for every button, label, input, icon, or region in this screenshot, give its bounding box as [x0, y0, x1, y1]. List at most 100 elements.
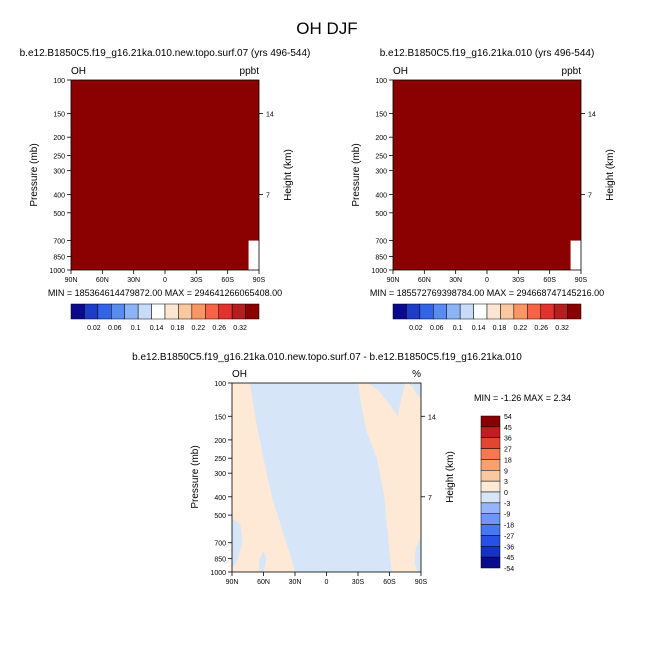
panel-control-no-data — [578, 267, 581, 270]
panel-difference-colorbar-box — [480, 480, 501, 493]
panel-difference-colorbar-box — [480, 437, 501, 449]
panel-control-colorbar-box — [446, 303, 461, 320]
panel-control-colorbar-box — [553, 303, 568, 320]
panel-test-colorbar-box — [205, 303, 219, 320]
panel-test-ytick-label: 850 — [53, 255, 65, 262]
panel-test-ytick-label: 700 — [53, 239, 65, 246]
panel-difference-colorbar-label: 45 — [504, 425, 512, 432]
panel-test-colorbar-label: 0.14 — [150, 325, 164, 332]
panel-test-no-data — [251, 251, 259, 270]
panel-difference-field-positive-nh — [232, 383, 295, 572]
panel-test-height-tick-label: 14 — [266, 111, 274, 118]
panel-difference-minmax: MIN = -1.26 MAX = 2.34 — [474, 393, 571, 403]
panel-control-subtitle: b.e12.B1850C5.f19_g16.21ka.010 (yrs 496-… — [380, 48, 595, 59]
panel-difference: b.e12.B1850C5.f19_g16.21ka.010.new.topo.… — [132, 352, 571, 586]
panel-control-xtick-label: 30N — [449, 277, 462, 284]
panel-control-ytick-label: 500 — [375, 211, 387, 218]
panel-test-ytick-label: 150 — [53, 111, 65, 118]
panel-control-left-label: OH — [393, 66, 408, 77]
panel-control-colorbar-label: 0.1 — [453, 325, 463, 332]
panel-control-ylabel-right: Height (km) — [605, 149, 616, 201]
panel-test-xtick-label: 30S — [190, 277, 203, 284]
panel-test-xtick-label: 60S — [221, 277, 234, 284]
panel-test-xtick-label: 90S — [253, 277, 266, 284]
panel-control-xtick-label: 60N — [418, 277, 431, 284]
panel-test-colorbar-box — [70, 303, 85, 320]
panel-test-ytick-label: 500 — [53, 211, 65, 218]
panel-difference-colorbar-label: -54 — [504, 566, 514, 573]
panel-difference-ytick-label: 150 — [214, 414, 226, 421]
panel-difference-ylabel-right: Height (km) — [445, 451, 456, 503]
panel-test-colorbar-box — [164, 303, 179, 320]
panel-difference-colorbar-label: -3 — [504, 501, 510, 508]
panel-difference-colorbar-label: -9 — [504, 512, 510, 519]
panel-difference-colorbar-label: 54 — [504, 414, 512, 421]
panel-difference-xtick-label: 60N — [257, 579, 270, 586]
panel-test-colorbar-label: 0.32 — [233, 325, 247, 332]
panel-control-ytick-label: 300 — [375, 169, 387, 176]
panel-difference-ytick-label: 1000 — [210, 570, 226, 577]
panel-control-ytick-label: 700 — [375, 239, 387, 246]
panel-test-colorbar-box — [137, 303, 152, 320]
panel-test-ylabel-right: Height (km) — [283, 149, 294, 201]
panel-control-colorbar-label: 0.26 — [534, 325, 548, 332]
panel-control-ytick-label: 200 — [375, 135, 387, 142]
panel-control-colorbar-box — [392, 303, 407, 320]
panel-difference-colorbar-label: 27 — [504, 447, 512, 454]
panel-difference-xtick-label: 30N — [289, 579, 302, 586]
panel-control-colorbar-box — [486, 303, 501, 320]
panel-difference-colorbar-label: -27 — [504, 533, 514, 540]
panel-difference-colorbar-box — [480, 426, 501, 438]
panel-control-colorbar-box — [473, 303, 488, 320]
panel-difference-colorbar-box — [480, 448, 501, 460]
panel-difference-ytick-label: 850 — [214, 557, 226, 564]
panel-test-ytick-label: 1000 — [49, 268, 65, 275]
panel-control-colorbar-box — [527, 303, 541, 320]
panel-control-colorbar-box — [500, 303, 515, 320]
panel-test-ytick-label: 200 — [53, 135, 65, 142]
panel-test-colorbar-box — [124, 303, 139, 320]
panel-difference-colorbar-box — [480, 491, 501, 504]
panel-control-colorbar-box — [433, 303, 447, 320]
panel-difference-field-negative-sh-pocket — [414, 536, 421, 572]
panel-difference-colorbar-box — [480, 535, 501, 547]
panel-difference-ytick-label: 250 — [214, 456, 226, 463]
panel-difference-colorbar-box — [480, 470, 501, 482]
panel-control-xtick-label: 60S — [543, 277, 556, 284]
panel-test-xtick-label: 60N — [96, 277, 109, 284]
panel-control-no-data — [573, 251, 581, 270]
panel-control-colorbar-label: 0.02 — [409, 325, 423, 332]
panel-control-no-data — [575, 261, 581, 270]
panel-difference-height-tick-label: 14 — [428, 414, 436, 421]
panel-control-ytick-label: 850 — [375, 255, 387, 262]
panel-difference-ylabel: Pressure (mb) — [190, 445, 201, 508]
panel-difference-ytick-label: 300 — [214, 471, 226, 478]
panel-difference-colorbar-label: 36 — [504, 436, 512, 443]
panel-difference-height-tick-label: 7 — [428, 495, 432, 502]
panel-test-colorbar-box — [151, 303, 166, 320]
panel-difference-xtick-label: 30S — [352, 579, 365, 586]
panel-control-ytick-label: 150 — [375, 111, 387, 118]
panel-control-height-tick-label: 14 — [588, 111, 596, 118]
panel-test-colorbar-label: 0.22 — [192, 325, 206, 332]
panel-test-colorbar-label: 0.02 — [87, 325, 101, 332]
panel-test-colorbar-box — [191, 303, 206, 320]
panel-test-colorbar-box — [178, 303, 193, 320]
panel-control-xtick-label: 90S — [575, 277, 588, 284]
panel-control-ytick-label: 1000 — [371, 268, 387, 275]
panel-control-xtick-label: 30S — [512, 277, 525, 284]
panel-test-ylabel: Pressure (mb) — [29, 143, 40, 206]
panel-test-xtick-label: 0 — [163, 277, 167, 284]
panel-difference-xtick-label: 90S — [415, 579, 428, 586]
panel-control-colorbar-box — [513, 303, 528, 320]
panel-control-field — [393, 80, 581, 270]
panel-test-colorbar-label: 0.18 — [171, 325, 185, 332]
panel-test-colorbar-box — [245, 303, 260, 320]
panel-test-ytick-label: 400 — [53, 192, 65, 199]
panel-test-height-tick-label: 7 — [266, 192, 270, 199]
panel-difference-left-label: OH — [232, 369, 247, 380]
panel-test-ytick-label: 100 — [53, 78, 65, 85]
panel-test-colorbar-box — [231, 303, 246, 320]
panel-difference-ytick-label: 700 — [214, 541, 226, 548]
